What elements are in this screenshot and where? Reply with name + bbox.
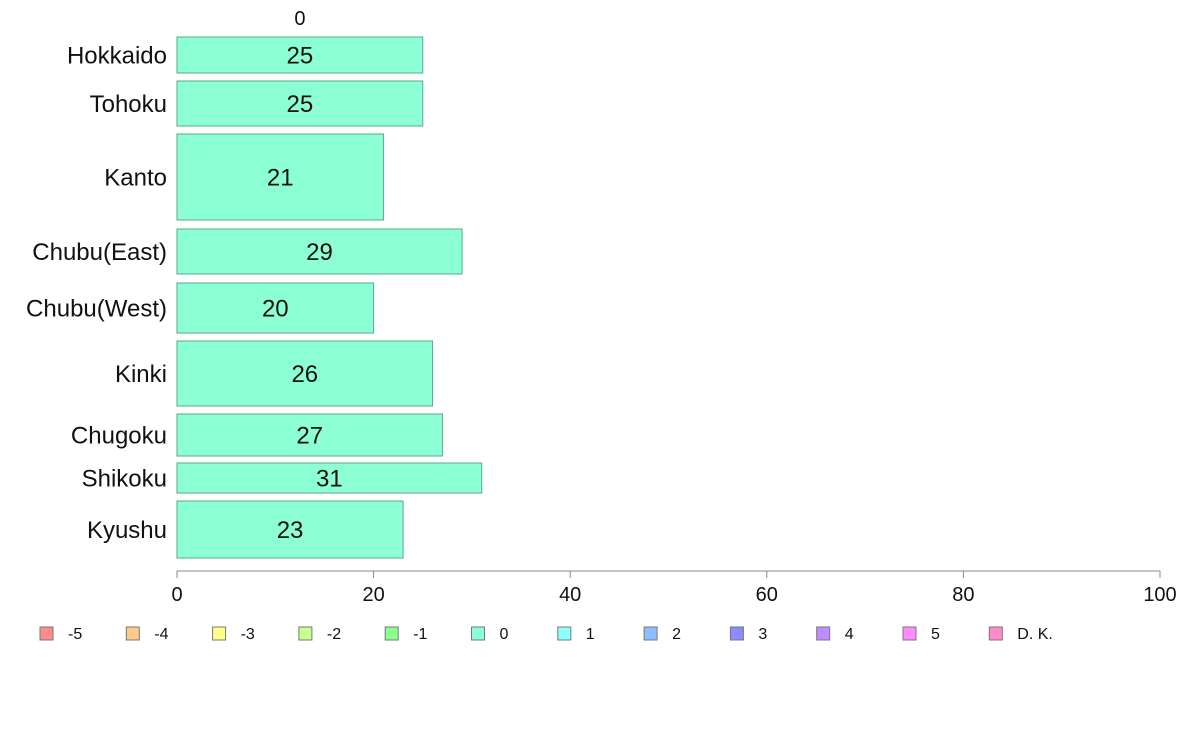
legend-label: -2 bbox=[327, 626, 341, 643]
bar bbox=[176, 500, 404, 559]
x-tick-label: 20 bbox=[362, 584, 384, 606]
bar bbox=[176, 413, 443, 457]
legend-label: -4 bbox=[154, 626, 168, 643]
category-labels: Hokkaido Tohoku Kanto Chubu(East) Chubu(West… bbox=[26, 43, 167, 545]
bar-value-label: 23 bbox=[277, 517, 304, 544]
legend-swatch bbox=[729, 626, 744, 641]
bar-value-label: 29 bbox=[306, 239, 333, 266]
legend-swatch bbox=[298, 626, 313, 641]
legend-swatch bbox=[212, 626, 227, 641]
bar bbox=[176, 462, 483, 494]
bar bbox=[176, 80, 424, 127]
bar bbox=[176, 36, 424, 74]
legend-label: -5 bbox=[68, 626, 82, 643]
x-tick-label: 100 bbox=[1143, 584, 1176, 606]
bars-group: 25 25 21 29 20 26 27 31 23 bbox=[176, 36, 483, 559]
legend-swatch bbox=[816, 626, 831, 641]
legend-label: 1 bbox=[586, 626, 595, 643]
bar-value-label: 20 bbox=[262, 296, 289, 323]
x-tick-label: 80 bbox=[952, 584, 974, 606]
x-tick-label: 0 bbox=[171, 584, 182, 606]
legend-label: -3 bbox=[241, 626, 255, 643]
category-label: Tohoku bbox=[90, 91, 167, 118]
bar-value-label: 21 bbox=[267, 165, 294, 192]
legend-label: D. K. bbox=[1017, 626, 1053, 643]
bar bbox=[176, 282, 375, 334]
bar bbox=[176, 133, 384, 221]
legend-swatch bbox=[125, 626, 140, 641]
category-label: Kinki bbox=[115, 361, 167, 388]
bar bbox=[176, 228, 463, 275]
bar-value-label: 31 bbox=[316, 466, 343, 493]
legend: -5 -4 -3 -2 -1 0 1 2 3 4 5 D. K. bbox=[39, 626, 1053, 643]
legend-swatch bbox=[471, 626, 485, 641]
legend-label: 0 bbox=[500, 626, 509, 643]
bar-value-label: 26 bbox=[291, 361, 318, 388]
legend-swatch bbox=[902, 626, 917, 641]
category-label: Kanto bbox=[104, 165, 167, 192]
bar-value-label: 25 bbox=[287, 43, 314, 70]
category-label: Chubu(West) bbox=[26, 296, 167, 323]
category-label: Kyushu bbox=[87, 517, 167, 544]
legend-swatch bbox=[557, 626, 572, 641]
x-axis: 0 20 40 60 80 100 bbox=[171, 570, 1177, 606]
category-label: Chubu(East) bbox=[32, 239, 167, 266]
top-column-label: 0 bbox=[294, 8, 305, 30]
legend-label: -1 bbox=[413, 626, 427, 643]
legend-label: 4 bbox=[845, 626, 854, 643]
legend-swatch bbox=[643, 626, 658, 641]
legend-label: 3 bbox=[758, 626, 767, 643]
category-label: Shikoku bbox=[82, 466, 167, 493]
legend-label: 5 bbox=[931, 626, 940, 643]
legend-swatch bbox=[39, 626, 54, 641]
legend-swatch bbox=[988, 626, 1003, 641]
legend-swatch bbox=[384, 626, 399, 641]
x-tick-label: 40 bbox=[559, 584, 581, 606]
bar-value-label: 27 bbox=[296, 423, 323, 450]
category-label: Chugoku bbox=[71, 423, 167, 450]
bar-value-label: 25 bbox=[287, 91, 314, 118]
bar bbox=[176, 340, 434, 407]
x-tick-label: 60 bbox=[756, 584, 778, 606]
category-label: Hokkaido bbox=[67, 43, 167, 70]
legend-label: 2 bbox=[672, 626, 681, 643]
